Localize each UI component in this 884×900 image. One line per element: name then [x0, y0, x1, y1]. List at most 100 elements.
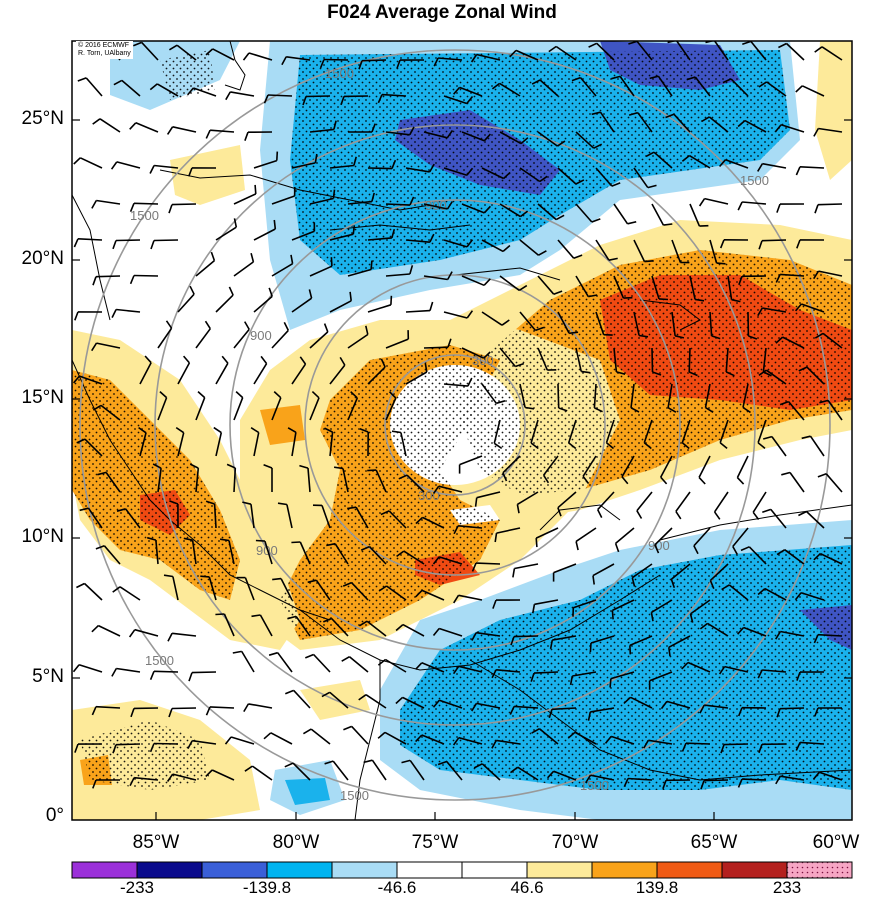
wind-barb: [286, 504, 293, 529]
wind-barb: [725, 158, 749, 169]
wind-barb-flag: [130, 708, 135, 718]
wind-barb-flag: [396, 59, 401, 69]
wind-barb-flag: [689, 613, 694, 623]
wind-barb: [277, 652, 293, 673]
wind-barb: [668, 635, 691, 649]
wind-barb-flag: [775, 274, 781, 283]
wind-barb-flag: [688, 371, 698, 377]
wind-barb: [685, 742, 711, 745]
wind-barb: [771, 436, 787, 457]
wind-barb-flag: [814, 332, 824, 339]
wind-barb: [250, 504, 255, 529]
wind-barb: [461, 131, 485, 142]
wind-barb: [77, 238, 103, 241]
wind-barb: [519, 167, 541, 183]
wind-barb: [557, 383, 560, 409]
wind-barb: [271, 263, 294, 277]
wind-barb: [177, 362, 191, 385]
lat-label: 25°N: [21, 108, 64, 129]
ring-label: 1500: [130, 208, 159, 223]
wind-barb: [827, 399, 843, 421]
wind-barb-flag: [611, 610, 614, 620]
wind-barb: [698, 455, 711, 478]
wind-barb-flag: [705, 406, 714, 413]
wind-barb: [533, 671, 559, 674]
wind-barb: [191, 671, 217, 674]
wind-barb: [630, 696, 653, 709]
wind-barb: [516, 491, 539, 506]
wind-barb-flag: [660, 700, 668, 710]
wind-barb-flag: [350, 391, 358, 399]
wind-barb: [825, 473, 843, 493]
wind-barb: [750, 41, 767, 61]
wind-barb-flag: [129, 122, 137, 130]
wind-barb-flag: [377, 731, 386, 739]
wind-barb: [537, 275, 555, 295]
wind-barb-flag: [737, 119, 746, 128]
wind-barb-flag: [415, 589, 423, 598]
wind-barb-flag: [149, 83, 158, 91]
wind-barb-flag: [146, 536, 157, 541]
wind-barb-flag: [150, 240, 155, 250]
wind-barb: [723, 743, 749, 746]
wind-barb-flag: [647, 184, 657, 189]
wind-barb: [513, 635, 539, 638]
wind-barb-flag: [429, 301, 434, 311]
wind-barb-flag: [353, 156, 357, 166]
wind-barb-flag: [291, 541, 301, 544]
wind-barb: [385, 338, 409, 349]
wind-barb: [801, 303, 825, 313]
wind-barb: [461, 275, 485, 287]
wind-barb-flag: [332, 189, 336, 199]
wind-barb: [385, 131, 410, 136]
wind-barb: [177, 293, 195, 313]
wind-barb-flag: [244, 131, 249, 141]
wind-barb: [651, 275, 660, 300]
wind-barb: [596, 42, 615, 61]
wind-barb: [423, 203, 448, 210]
wind-barb-flag: [225, 91, 231, 101]
wind-barb-flag: [149, 165, 155, 174]
wind-barb: [666, 700, 691, 709]
wind-barb: [367, 366, 386, 385]
wind-barb: [124, 508, 141, 529]
wind-barb: [780, 775, 805, 781]
wind-barb-flag: [698, 198, 706, 207]
wind-barb: [409, 759, 425, 781]
wind-barb-flag: [268, 287, 273, 297]
wind-barb-flag: [731, 298, 741, 303]
wind-barb: [499, 131, 522, 145]
wind-barb: [329, 691, 349, 709]
wind-barb-flag: [352, 225, 356, 235]
wind-barb: [307, 468, 311, 493]
wind-barb-flag: [813, 634, 819, 644]
colorbar-label: -139.8: [242, 878, 292, 897]
wind-barb: [514, 705, 539, 709]
wind-barb-flag: [340, 96, 345, 106]
wind-barb: [633, 311, 640, 336]
wind-barb: [730, 78, 749, 97]
wind-barb: [742, 383, 749, 408]
wind-barb: [271, 329, 289, 349]
wind-barb: [458, 736, 483, 745]
wind-barb-flag: [72, 664, 80, 673]
wind-barb-flag: [110, 161, 118, 170]
wind-barb-flag: [113, 79, 123, 86]
wind-barb-flag: [628, 111, 639, 116]
wind-barb: [476, 491, 501, 499]
wind-barb: [613, 275, 625, 299]
wind-barb: [210, 129, 235, 133]
wind-barb-flag: [284, 762, 294, 768]
wind-barb: [375, 469, 387, 493]
wind-barb: [267, 94, 293, 97]
wind-barb: [496, 669, 521, 673]
wind-barb-flag: [360, 545, 370, 551]
wind-barb: [780, 273, 805, 277]
wind-barb-flag: [569, 331, 579, 335]
wind-barb-flag: [263, 94, 269, 104]
wind-barb: [116, 308, 141, 313]
wind-barb: [96, 342, 121, 349]
wind-barb-flag: [547, 770, 555, 779]
wind-barb: [649, 671, 673, 682]
wind-barb-flag: [752, 511, 760, 520]
